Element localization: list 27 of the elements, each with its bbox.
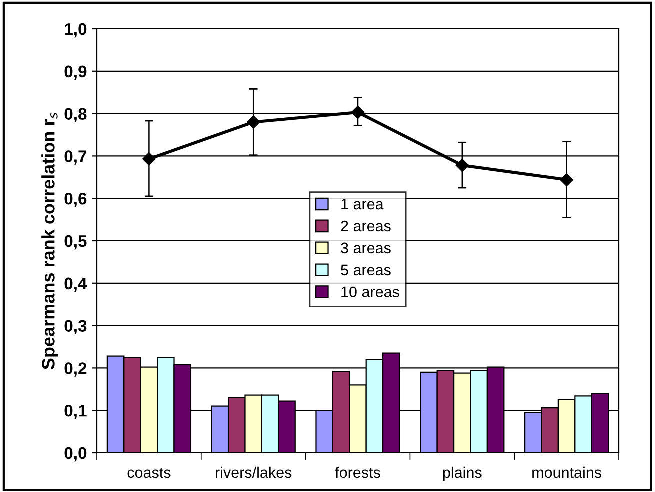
legend-label: 3 areas <box>341 242 391 254</box>
point <box>247 116 260 129</box>
legend-label: 10 areas <box>342 286 400 298</box>
x-tick-label: forests <box>335 466 380 478</box>
x-tick-label: coasts <box>128 468 171 478</box>
legend-label: 1 area <box>342 199 384 210</box>
y-tick-label: 0,3 <box>64 320 87 334</box>
y-tick-label: 0,2 <box>64 362 87 377</box>
point <box>351 106 365 120</box>
x-tick-label: rivers/lakes <box>216 466 292 478</box>
legend-label: 5 areas <box>341 264 391 276</box>
point <box>560 173 574 187</box>
legend-label: 2 areas <box>341 220 391 232</box>
y-tick-label: 0,7 <box>64 150 87 165</box>
y-tick-label: 0,8 <box>64 108 87 122</box>
point <box>456 158 469 172</box>
y-tick-label: 1,0 <box>65 23 87 38</box>
x-tick-label: mountains <box>532 466 602 478</box>
y-tick-label: 0,9 <box>64 66 87 80</box>
y-tick-label: 0,1 <box>64 405 87 420</box>
y-tick-label: 0,5 <box>64 235 87 250</box>
y-tick-label: 0,4 <box>64 278 88 292</box>
y-tick-label: 0,6 <box>64 193 87 208</box>
point <box>142 152 156 166</box>
y-axis-title: Spearmans rank correlation r$_{s}$ <box>42 112 58 370</box>
y-tick-label: 0,0 <box>64 447 87 462</box>
x-tick-label: plains <box>443 466 482 482</box>
